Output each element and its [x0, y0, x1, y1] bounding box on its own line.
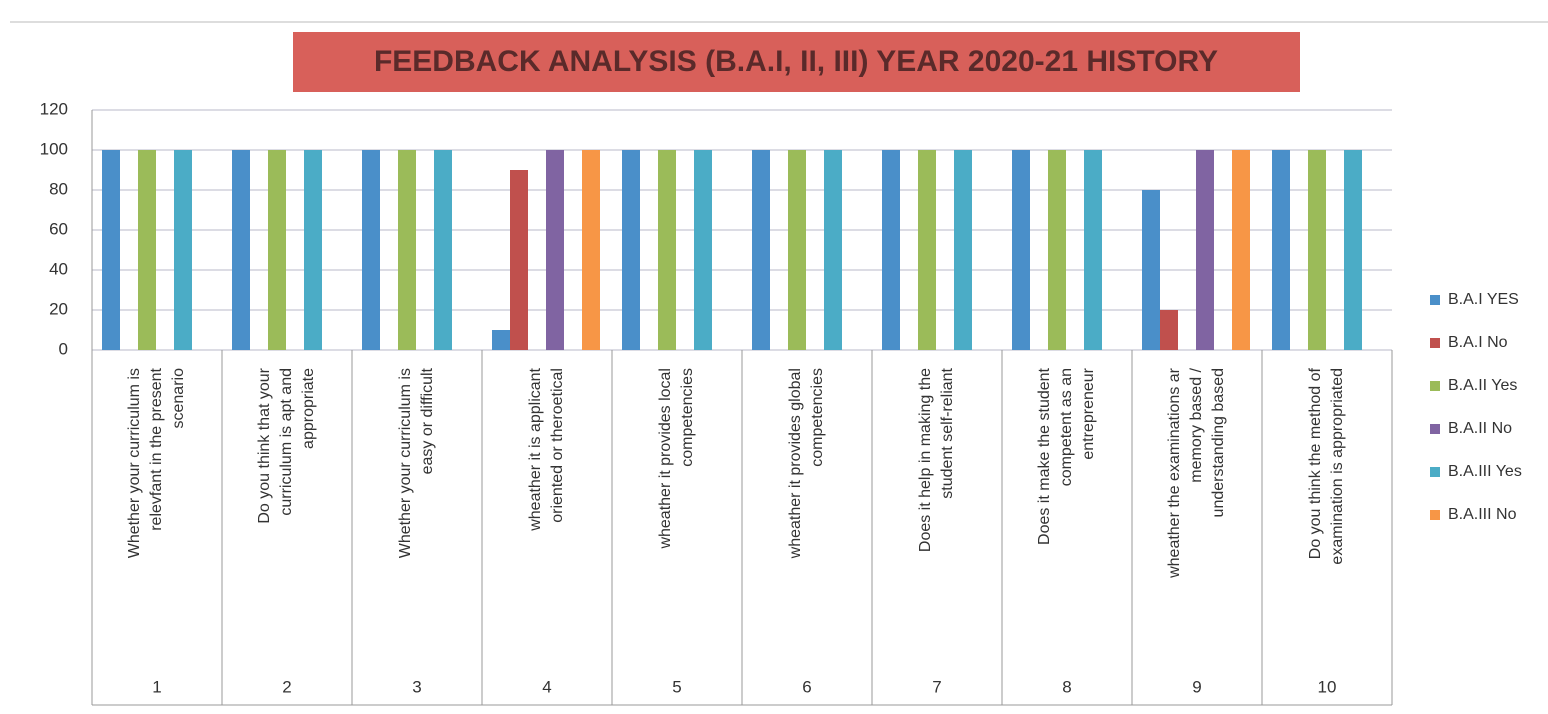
- bar: [1084, 150, 1102, 350]
- y-tick-label: 100: [40, 139, 68, 158]
- legend-label: B.A.II No: [1448, 420, 1512, 437]
- bar: [398, 150, 416, 350]
- bar: [1232, 150, 1250, 350]
- bar: [102, 150, 120, 350]
- x-category-number: 6: [802, 677, 811, 696]
- bar: [1160, 310, 1178, 350]
- x-category-label: entrepreneur: [1080, 367, 1097, 459]
- legend-swatch: [1430, 381, 1440, 391]
- bar: [1272, 150, 1290, 350]
- x-category-label: wheather it provides local: [657, 368, 674, 550]
- x-category-label: relevfant in the present: [148, 367, 165, 530]
- x-category-label: Does it make the student: [1036, 367, 1053, 545]
- legend-label: B.A.III Yes: [1448, 463, 1522, 480]
- legend-label: B.A.I YES: [1448, 291, 1519, 308]
- x-category-label: memory based /: [1188, 367, 1205, 482]
- bar: [882, 150, 900, 350]
- x-category-label: competencies: [679, 368, 696, 467]
- x-category-label: competent as an: [1058, 368, 1075, 486]
- bar: [1048, 150, 1066, 350]
- x-category-label: oriented or theroetical: [549, 368, 566, 523]
- bar: [232, 150, 250, 350]
- bar: [824, 150, 842, 350]
- bar: [1196, 150, 1214, 350]
- y-tick-label: 80: [49, 179, 68, 198]
- bar: [918, 150, 936, 350]
- x-category-number: 1: [152, 677, 161, 696]
- x-category-number: 10: [1318, 677, 1337, 696]
- bar: [1142, 190, 1160, 350]
- bar: [268, 150, 286, 350]
- y-tick-label: 60: [49, 219, 68, 238]
- x-category-label: scenario: [170, 368, 187, 429]
- y-tick-label: 40: [49, 259, 68, 278]
- y-tick-label: 120: [40, 99, 68, 118]
- x-category-number: 9: [1192, 677, 1201, 696]
- x-category-label: appropriate: [300, 368, 317, 449]
- y-tick-label: 0: [59, 339, 68, 358]
- x-category-label: wheather it is applicant: [527, 367, 544, 531]
- legend-label: B.A.III No: [1448, 506, 1517, 523]
- x-category-label: Whether your curriculum is: [126, 368, 143, 558]
- bar: [174, 150, 192, 350]
- x-category-label: Does it help in making the: [917, 368, 934, 552]
- bar: [492, 330, 510, 350]
- x-category-number: 5: [672, 677, 681, 696]
- bar: [138, 150, 156, 350]
- legend-swatch: [1430, 295, 1440, 305]
- x-category-label: wheather it provides global: [787, 368, 804, 559]
- x-category-number: 7: [932, 677, 941, 696]
- legend-swatch: [1430, 338, 1440, 348]
- title-box: [293, 32, 1300, 92]
- x-category-label: curriculum is apt and: [278, 368, 295, 516]
- bar: [434, 150, 452, 350]
- bar: [1012, 150, 1030, 350]
- x-category-label: easy or difficult: [419, 367, 436, 474]
- bar: [658, 150, 676, 350]
- bar: [510, 170, 528, 350]
- x-category-label: wheather the examinations ar: [1166, 367, 1183, 579]
- bar: [694, 150, 712, 350]
- x-category-number: 2: [282, 677, 291, 696]
- chart-title: FEEDBACK ANALYSIS (B.A.I, II, III) YEAR …: [374, 45, 1218, 78]
- x-category-label: Whether your curriculum is: [397, 368, 414, 558]
- x-category-label: examination is appropriated: [1329, 368, 1346, 565]
- x-category-label: student self-reliant: [939, 367, 956, 498]
- legend-swatch: [1430, 467, 1440, 477]
- x-category-number: 3: [412, 677, 421, 696]
- bar: [1344, 150, 1362, 350]
- bar: [622, 150, 640, 350]
- bar: [304, 150, 322, 350]
- x-category-number: 4: [542, 677, 551, 696]
- bar: [1308, 150, 1326, 350]
- y-tick-label: 20: [49, 299, 68, 318]
- bar: [582, 150, 600, 350]
- bar: [362, 150, 380, 350]
- bar: [954, 150, 972, 350]
- x-category-number: 8: [1062, 677, 1071, 696]
- legend-swatch: [1430, 424, 1440, 434]
- x-category-label: understanding based: [1210, 368, 1227, 517]
- legend-label: B.A.I No: [1448, 334, 1508, 351]
- bar: [546, 150, 564, 350]
- x-category-label: Do you think the method of: [1307, 367, 1324, 559]
- legend-label: B.A.II Yes: [1448, 377, 1517, 394]
- x-category-label: competencies: [809, 368, 826, 467]
- bar: [752, 150, 770, 350]
- bar: [788, 150, 806, 350]
- legend-swatch: [1430, 510, 1440, 520]
- x-category-label: Do you think that your: [256, 367, 273, 523]
